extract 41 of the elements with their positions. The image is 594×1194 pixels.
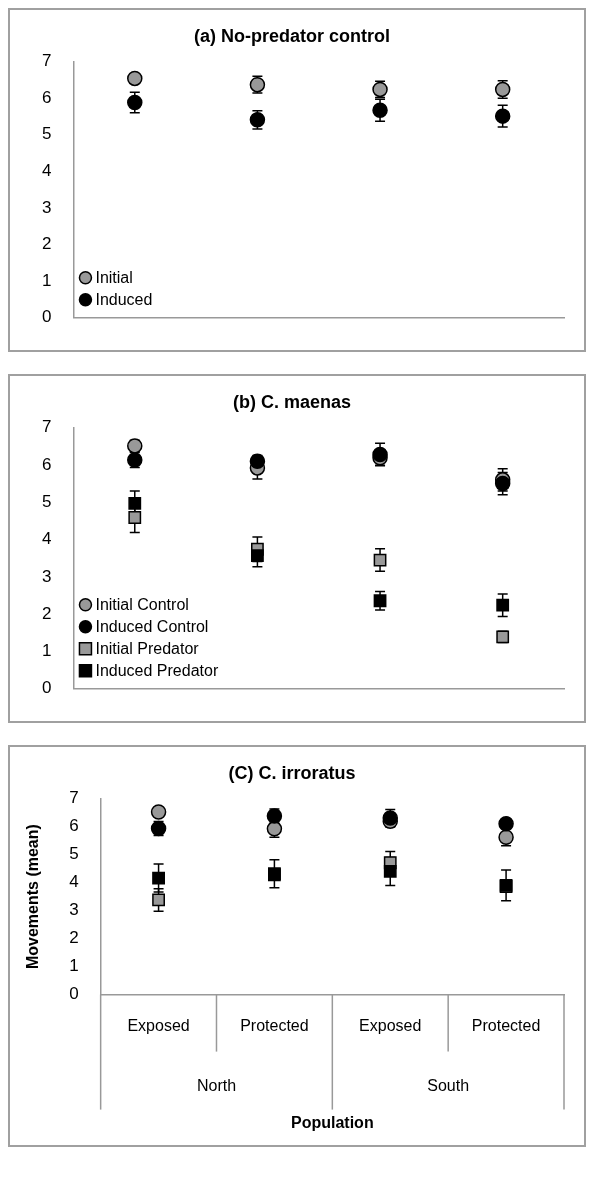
y-tick-label: 7 <box>69 788 79 808</box>
legend-label: Initial Predator <box>95 640 200 658</box>
legend-label: Induced Control <box>95 618 209 636</box>
chart-title: (a) No-predator control <box>194 25 390 46</box>
y-tick-label: 4 <box>69 872 79 892</box>
y-tick-label: 0 <box>41 678 52 698</box>
y-tick-label: 1 <box>41 270 52 290</box>
legend-label: Initial Control <box>95 596 189 614</box>
y-tick-label: 0 <box>41 307 52 327</box>
y-tick-label: 6 <box>69 816 79 836</box>
y-tick-label: 6 <box>41 454 52 474</box>
y-tick-label: 6 <box>41 87 52 107</box>
x-tick-label: Exposed <box>127 1016 190 1034</box>
x-tick-label: Protected <box>240 1016 309 1034</box>
y-tick-label: 3 <box>69 900 79 920</box>
y-tick-label: 3 <box>41 566 52 586</box>
y-tick-label: 5 <box>41 491 52 511</box>
x-axis-title: Population <box>291 1113 374 1131</box>
y-tick-label: 5 <box>41 124 52 144</box>
y-tick-label: 5 <box>69 844 79 864</box>
chart-title: (C) C. irroratus <box>228 762 356 783</box>
y-tick-label: 1 <box>69 956 79 976</box>
legend-label: Induced <box>95 291 153 309</box>
y-tick-label: 2 <box>69 928 79 948</box>
y-tick-label: 0 <box>69 984 79 1004</box>
y-tick-label: 1 <box>41 641 52 661</box>
y-tick-label: 2 <box>41 603 52 623</box>
text: North <box>196 1077 237 1095</box>
y-tick-label: 4 <box>41 161 52 181</box>
y-tick-label: 4 <box>41 529 52 549</box>
legend-label: Initial <box>95 269 133 287</box>
chart-title: (b) C. maenas <box>232 391 352 412</box>
text: South <box>427 1077 470 1095</box>
y-tick-label: 2 <box>41 234 52 254</box>
y-tick-label: 7 <box>41 417 52 437</box>
y-axis-title: Movements (mean) <box>24 824 42 970</box>
legend-label: Induced Predator <box>95 662 219 680</box>
y-tick-label: 3 <box>41 197 52 217</box>
x-tick-label: Exposed <box>359 1016 422 1034</box>
x-tick-label: Protected <box>471 1016 541 1034</box>
y-tick-label: 7 <box>41 51 52 71</box>
